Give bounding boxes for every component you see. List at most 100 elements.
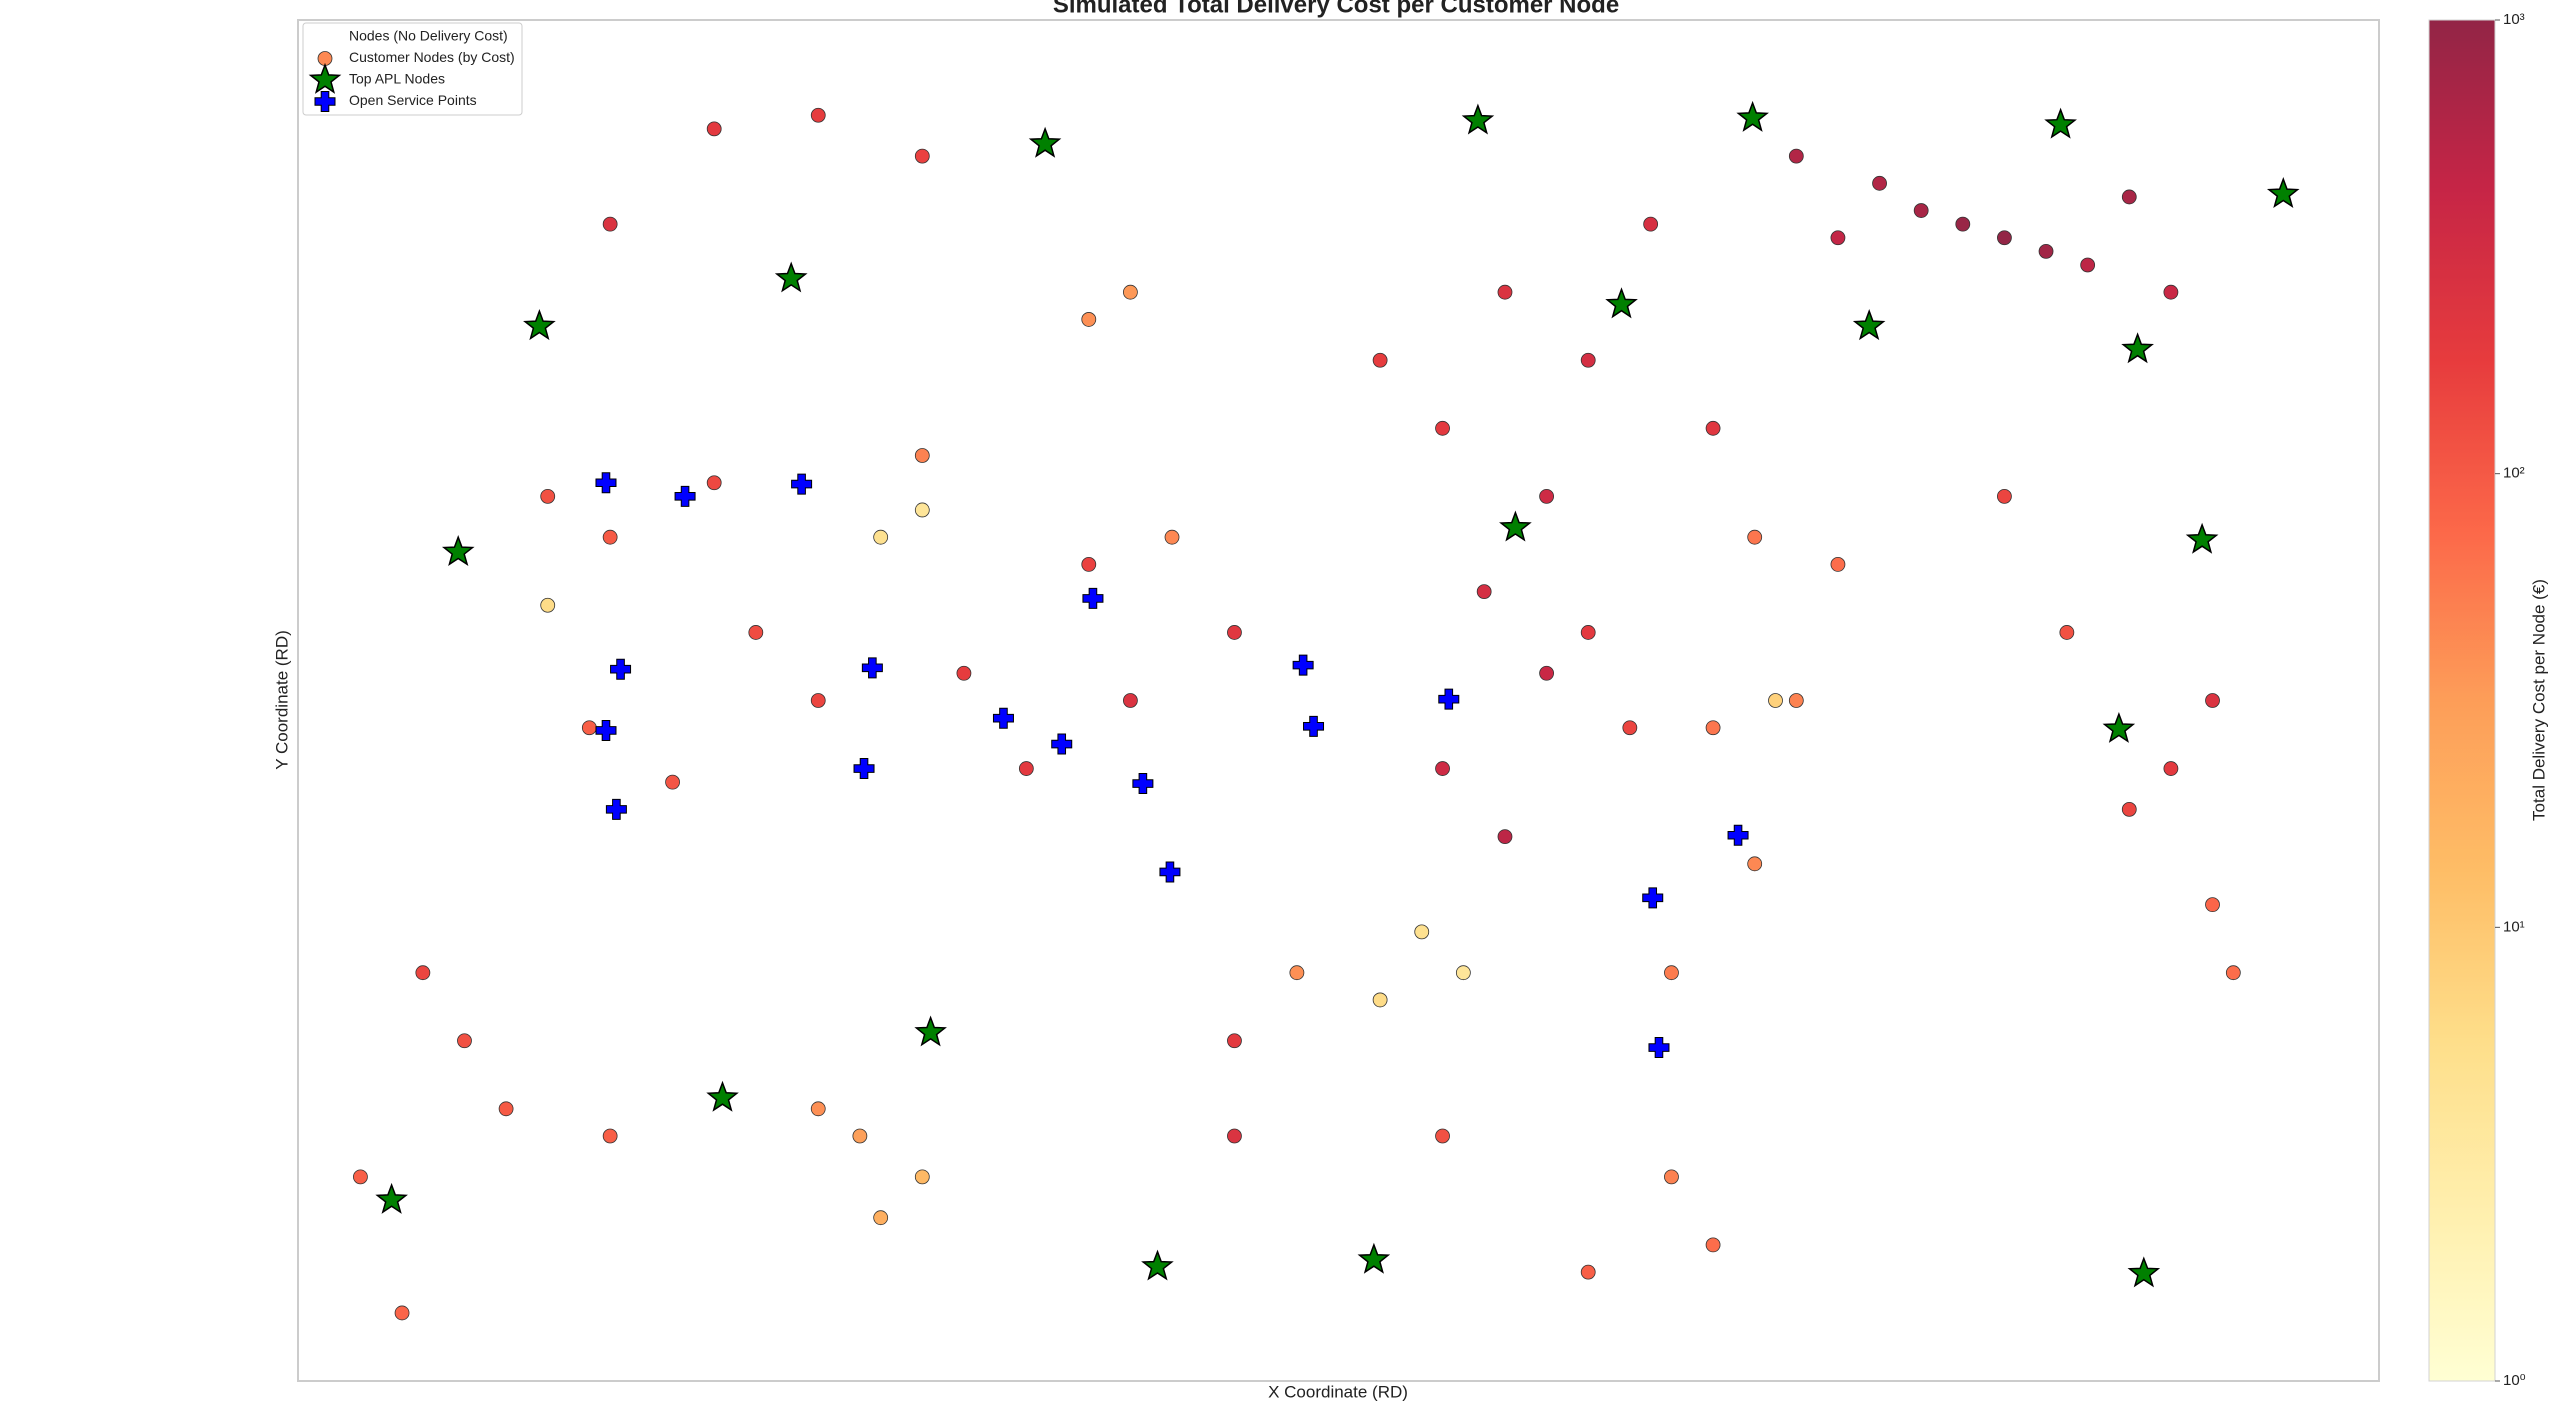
customer-node bbox=[1747, 856, 1763, 872]
customer-node bbox=[457, 1033, 472, 1049]
customer-node bbox=[748, 625, 764, 640]
customer-node bbox=[2163, 761, 2179, 776]
customer-node bbox=[2163, 284, 2179, 300]
customer-node bbox=[1788, 148, 1804, 164]
customer-node bbox=[581, 720, 597, 736]
customer-node bbox=[1539, 665, 1554, 681]
customer-node bbox=[1372, 352, 1388, 368]
customer-node bbox=[2225, 965, 2241, 981]
legend-label: Nodes (No Delivery Cost) bbox=[349, 28, 508, 44]
customer-node bbox=[1435, 761, 1450, 776]
top-apl-node bbox=[1357, 1242, 1391, 1274]
top-apl-node bbox=[2127, 1256, 2161, 1288]
service-point bbox=[1132, 773, 1154, 795]
service-point bbox=[1642, 887, 1664, 909]
customer-node bbox=[1081, 557, 1097, 572]
legend-marker bbox=[314, 91, 336, 112]
customer-node bbox=[2121, 189, 2137, 205]
colorbar-tick-label: 10³ bbox=[2503, 11, 2525, 28]
colorbar bbox=[2428, 19, 2496, 1382]
customer-node bbox=[2121, 801, 2137, 817]
service-point bbox=[861, 657, 883, 679]
customer-node bbox=[1435, 1128, 1450, 1144]
customer-node bbox=[914, 1169, 930, 1185]
top-apl-node bbox=[1605, 287, 1638, 319]
customer-node bbox=[914, 502, 930, 518]
top-apl-node bbox=[1028, 126, 1062, 158]
customer-node bbox=[914, 448, 930, 463]
y-axis-label: Y Coordinate (RD) bbox=[272, 630, 291, 770]
colorbar-tick-label: 10² bbox=[2503, 465, 2525, 482]
customer-node bbox=[1705, 420, 1721, 436]
top-apl-node bbox=[1852, 309, 1886, 341]
customer-node bbox=[2205, 693, 2220, 708]
customer-node bbox=[498, 1101, 514, 1117]
service-point bbox=[1727, 824, 1749, 846]
customer-node bbox=[852, 1128, 868, 1144]
customer-node bbox=[1497, 829, 1513, 844]
customer-node bbox=[602, 216, 618, 232]
customer-node bbox=[1435, 420, 1450, 436]
service-point bbox=[1082, 587, 1104, 609]
customer-node bbox=[1705, 1237, 1721, 1253]
customer-node bbox=[1664, 965, 1679, 981]
customer-node bbox=[1705, 720, 1721, 736]
customer-node bbox=[1227, 1128, 1242, 1144]
service-point bbox=[595, 719, 617, 741]
customer-node bbox=[1622, 720, 1638, 736]
customer-node bbox=[956, 665, 972, 681]
customer-node bbox=[873, 1210, 889, 1226]
top-apl-node bbox=[1736, 100, 1769, 132]
top-apl-node bbox=[523, 309, 556, 341]
customer-node bbox=[665, 774, 680, 790]
customer-node bbox=[2038, 243, 2054, 259]
customer-node bbox=[706, 121, 722, 137]
legend-marker bbox=[308, 62, 342, 94]
legend-label: Customer Nodes (by Cost) bbox=[349, 49, 515, 65]
service-point bbox=[1438, 688, 1460, 710]
colorbar-tick-label: 10⁰ bbox=[2503, 1372, 2526, 1389]
service-point bbox=[1051, 733, 1073, 755]
customer-node bbox=[1768, 693, 1783, 708]
top-apl-node bbox=[1499, 510, 1532, 542]
customer-node bbox=[1455, 965, 1471, 981]
customer-node bbox=[1580, 1264, 1596, 1280]
x-axis-label: X Coordinate (RD) bbox=[1268, 1382, 1408, 1401]
customer-node bbox=[1414, 924, 1430, 940]
top-apl-node bbox=[1461, 103, 1495, 135]
customer-node bbox=[415, 965, 431, 981]
service-point bbox=[992, 707, 1014, 729]
customer-node bbox=[810, 1101, 826, 1117]
plot-area bbox=[297, 19, 2380, 1382]
customer-node bbox=[1227, 625, 1242, 640]
top-apl-node bbox=[2102, 711, 2136, 743]
top-apl-node bbox=[375, 1182, 408, 1214]
service-point bbox=[595, 472, 617, 494]
customer-node bbox=[1955, 216, 1971, 232]
customer-node bbox=[1539, 488, 1554, 504]
customer-node bbox=[602, 1128, 618, 1144]
customer-node bbox=[1643, 216, 1659, 232]
customer-node bbox=[1372, 992, 1388, 1008]
customer-node bbox=[394, 1305, 410, 1321]
customer-node bbox=[1872, 175, 1887, 191]
customer-node bbox=[1081, 312, 1097, 327]
customer-node bbox=[1747, 529, 1763, 545]
top-apl-node bbox=[706, 1080, 739, 1112]
customer-node bbox=[1123, 693, 1138, 708]
customer-node bbox=[914, 148, 930, 164]
legend-label: Open Service Points bbox=[349, 92, 477, 108]
customer-node bbox=[810, 107, 826, 123]
customer-node bbox=[602, 529, 618, 545]
customer-node bbox=[1580, 625, 1596, 640]
service-point bbox=[853, 758, 875, 780]
top-apl-node bbox=[774, 261, 808, 293]
colorbar-label: Total Delivery Cost per Node (€) bbox=[2529, 579, 2548, 821]
service-point bbox=[791, 473, 813, 495]
customer-node bbox=[540, 597, 556, 613]
legend bbox=[302, 22, 523, 116]
top-apl-node bbox=[1141, 1249, 1174, 1281]
customer-node bbox=[1289, 965, 1305, 981]
